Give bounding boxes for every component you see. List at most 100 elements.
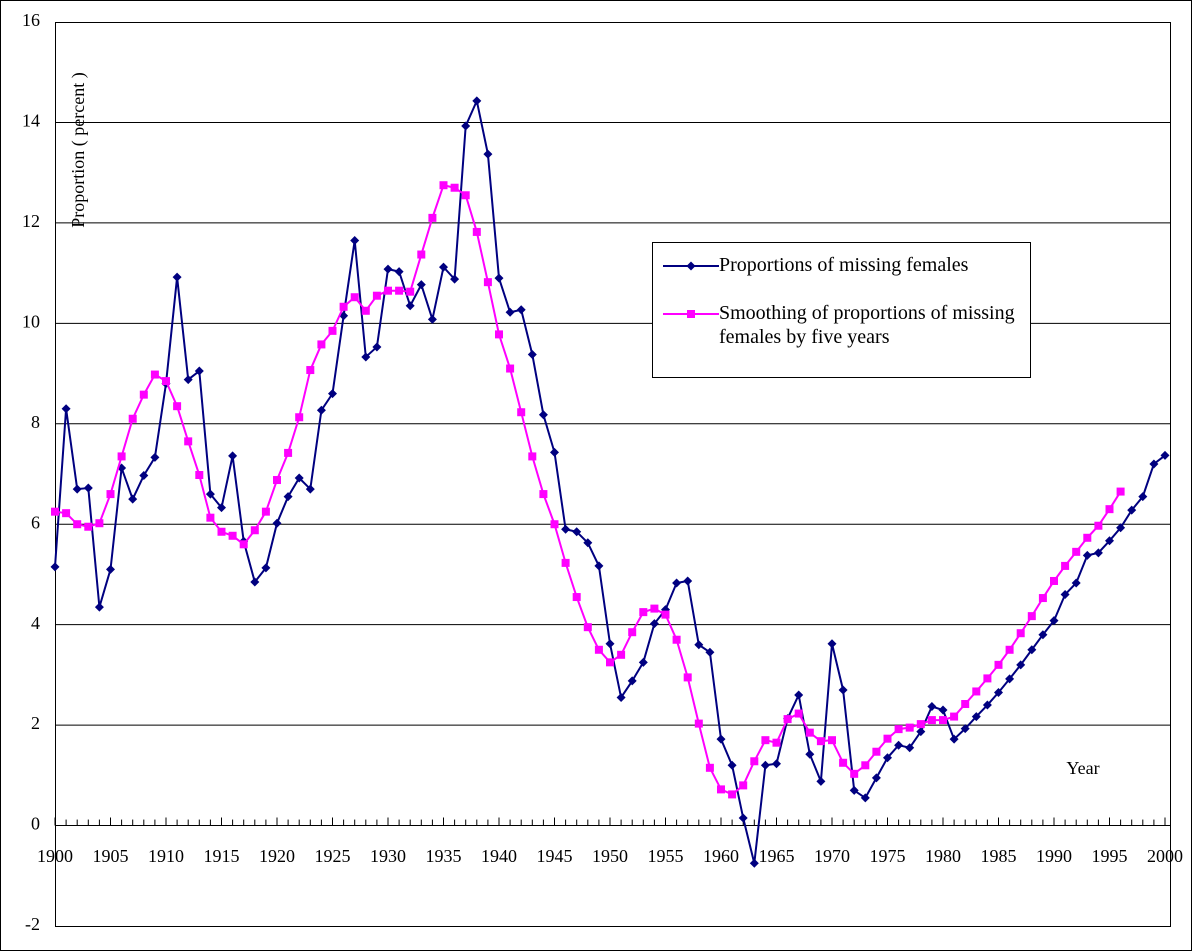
marker xyxy=(672,635,681,644)
marker xyxy=(1016,660,1026,670)
marker xyxy=(583,538,593,548)
marker xyxy=(805,728,814,737)
y-tick-label: -2 xyxy=(25,914,40,934)
marker xyxy=(1050,576,1058,585)
marker xyxy=(816,737,825,746)
marker xyxy=(583,623,592,632)
marker xyxy=(939,716,947,725)
marker xyxy=(687,310,695,318)
marker xyxy=(916,727,926,737)
marker xyxy=(84,522,93,531)
marker xyxy=(461,191,470,200)
x-tick-label: 1935 xyxy=(426,846,462,866)
marker xyxy=(328,389,337,399)
marker xyxy=(184,437,193,446)
marker xyxy=(686,261,696,271)
x-tick-label: 2000 xyxy=(1147,846,1183,866)
marker xyxy=(683,673,692,682)
legend-label: Proportions of missing females xyxy=(719,254,969,276)
marker xyxy=(894,725,903,734)
marker xyxy=(273,476,281,485)
marker xyxy=(838,685,848,695)
marker xyxy=(427,314,437,324)
marker xyxy=(572,527,582,537)
x-tick-label: 1925 xyxy=(315,846,351,866)
marker xyxy=(128,494,138,504)
marker xyxy=(1105,536,1114,546)
marker xyxy=(195,471,204,480)
marker xyxy=(517,408,526,417)
marker xyxy=(395,286,404,295)
marker xyxy=(750,757,759,766)
y-axis-label: Proportion ( percent ) xyxy=(68,72,89,227)
marker xyxy=(483,149,493,159)
marker xyxy=(805,749,815,759)
marker xyxy=(871,773,881,783)
x-tick-label: 1940 xyxy=(481,846,517,866)
marker xyxy=(217,527,226,536)
marker xyxy=(394,267,404,277)
marker xyxy=(538,410,548,420)
marker xyxy=(50,562,60,572)
marker xyxy=(938,705,948,715)
marker xyxy=(83,483,93,493)
marker xyxy=(894,740,904,750)
marker xyxy=(982,700,992,710)
marker xyxy=(450,183,459,192)
marker xyxy=(628,628,637,637)
marker xyxy=(1149,459,1159,469)
marker xyxy=(172,272,182,282)
marker xyxy=(927,716,936,725)
x-tick-label: 1900 xyxy=(37,846,73,866)
marker xyxy=(384,286,392,295)
marker xyxy=(372,291,381,300)
marker xyxy=(772,759,781,769)
marker xyxy=(606,658,614,667)
marker xyxy=(305,484,315,494)
marker xyxy=(62,509,71,518)
marker xyxy=(472,96,482,106)
x-tick-label: 1960 xyxy=(703,846,739,866)
marker xyxy=(361,352,371,362)
marker xyxy=(672,578,682,588)
marker xyxy=(749,858,759,868)
marker xyxy=(638,657,648,667)
y-tick-label: 4 xyxy=(31,613,40,633)
marker xyxy=(794,709,803,718)
marker xyxy=(1105,505,1114,514)
marker xyxy=(261,563,271,573)
marker xyxy=(194,366,204,376)
marker xyxy=(617,650,626,659)
y-tick-label: 10 xyxy=(22,311,40,331)
marker xyxy=(950,712,959,721)
marker xyxy=(383,264,393,274)
marker xyxy=(1116,523,1126,533)
x-tick-label: 1975 xyxy=(870,846,906,866)
marker xyxy=(284,448,293,457)
marker xyxy=(627,676,637,686)
marker xyxy=(717,785,725,794)
marker xyxy=(883,734,892,743)
marker xyxy=(650,604,659,613)
marker xyxy=(649,619,659,629)
marker xyxy=(1038,594,1047,603)
plot-area xyxy=(55,22,1171,927)
marker xyxy=(1060,590,1070,600)
marker xyxy=(461,121,471,131)
legend: Proportions of missing females Smoothing … xyxy=(652,242,1031,378)
x-tick-label: 1950 xyxy=(592,846,628,866)
marker xyxy=(350,235,360,245)
x-axis-label: Year xyxy=(1066,758,1099,778)
marker xyxy=(1083,533,1092,542)
marker xyxy=(1038,630,1048,640)
marker xyxy=(760,760,770,770)
marker xyxy=(783,715,792,724)
marker xyxy=(228,451,238,461)
marker xyxy=(428,213,437,222)
marker xyxy=(117,452,126,461)
marker xyxy=(639,608,648,617)
marker xyxy=(472,227,481,236)
marker xyxy=(73,520,82,529)
marker xyxy=(572,593,581,602)
